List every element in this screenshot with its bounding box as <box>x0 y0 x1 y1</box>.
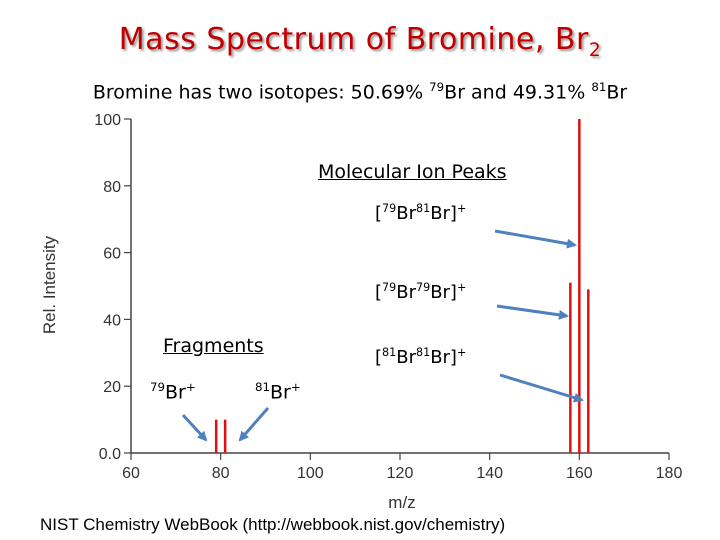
y-tick-label: 80 <box>103 179 121 196</box>
subtitle: Bromine has two isotopes: 50.69% 79Br an… <box>92 80 628 104</box>
source-credit: NIST Chemistry WebBook (http://webbook.n… <box>40 515 506 534</box>
molecular-ion-header: Molecular Ion Peaks <box>318 161 507 183</box>
arrow-to-peak-158 <box>496 304 569 320</box>
x-tick-label: 140 <box>476 465 503 482</box>
y-tick-label: 0.0 <box>99 446 121 463</box>
fragments-header: Fragments <box>163 335 264 357</box>
x-tick-label: 100 <box>297 465 324 482</box>
y-tick-label: 60 <box>103 246 121 263</box>
arrow-to-fragment-79 <box>181 413 208 442</box>
y-tick-label: 20 <box>103 379 121 396</box>
y-axis-label: Rel. Intensity <box>40 235 59 334</box>
y-tick-label: 40 <box>103 312 121 329</box>
x-tick-label: 160 <box>566 465 593 482</box>
x-tick-label: 180 <box>656 465 683 482</box>
x-axis-label: m/z <box>388 493 415 512</box>
x-tick-label: 80 <box>212 465 230 482</box>
fragment-label-79: 79Br+ <box>150 380 196 404</box>
y-tick-label: 100 <box>94 112 121 129</box>
x-tick-label: 60 <box>122 465 140 482</box>
arrow-to-peak-162 <box>499 373 584 403</box>
ion-label-79-79: [79Br79Br]+ <box>375 281 467 303</box>
ion-label-79-81: [79Br81Br]+ <box>375 202 467 224</box>
ion-label-81-81: [81Br81Br]+ <box>375 346 467 368</box>
fragment-label-81: 81Br+ <box>255 380 301 404</box>
page-title: Mass Spectrum of Bromine, Br2 <box>118 22 602 61</box>
arrow-to-fragment-81 <box>238 407 270 442</box>
x-tick-label: 120 <box>387 465 414 482</box>
arrow-to-peak-160 <box>494 229 577 249</box>
